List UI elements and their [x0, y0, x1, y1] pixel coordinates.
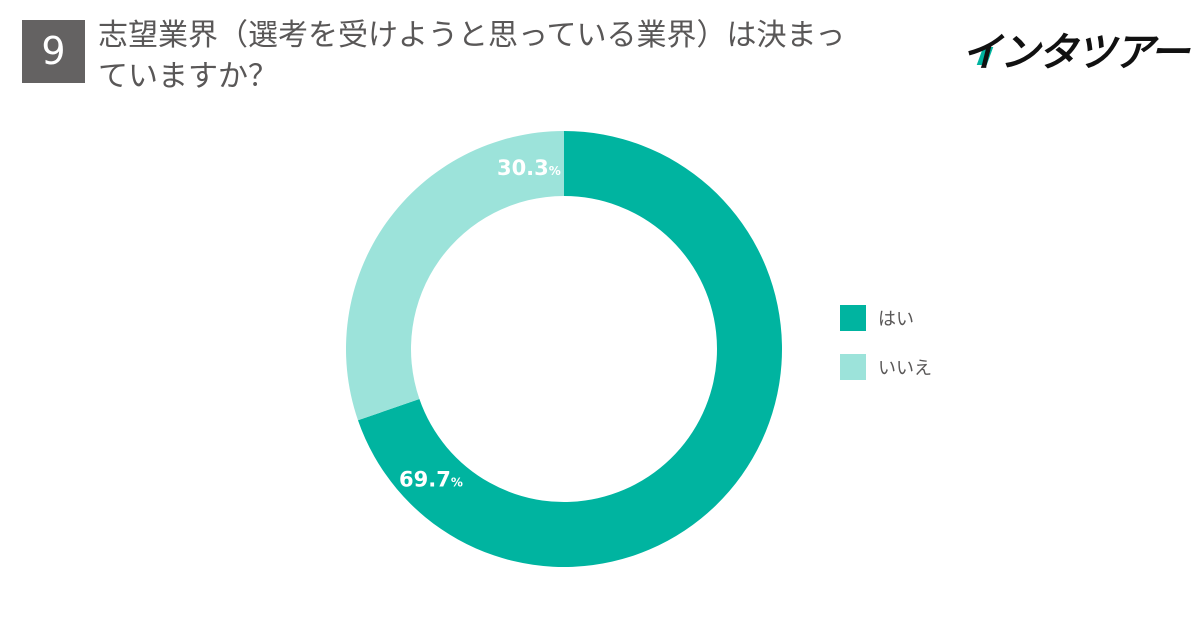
question-title: 志望業界（選考を受けようと思っている業界）は決まっていますか？ — [98, 18, 846, 94]
donut-data-labels: 69.7% 30.3% — [399, 156, 561, 491]
donut-slice-no — [346, 131, 564, 421]
brand-name: インタツアー — [962, 30, 1190, 76]
legend-item-yes: はい — [840, 305, 932, 331]
legend-label-no: いいえ — [878, 358, 932, 379]
legend-item-no: いいえ — [840, 354, 932, 380]
donut-slice-yes — [357, 131, 782, 567]
chart-legend: はい いいえ — [840, 305, 932, 403]
legend-swatch-no — [840, 354, 866, 380]
data-label-yes: 69.7% — [399, 467, 463, 491]
data-label-no: 30.3% — [497, 156, 561, 180]
legend-swatch-yes — [840, 305, 866, 331]
donut-slices — [346, 131, 782, 567]
question-number-badge: 9 — [22, 20, 85, 83]
legend-label-yes: はい — [878, 309, 914, 330]
